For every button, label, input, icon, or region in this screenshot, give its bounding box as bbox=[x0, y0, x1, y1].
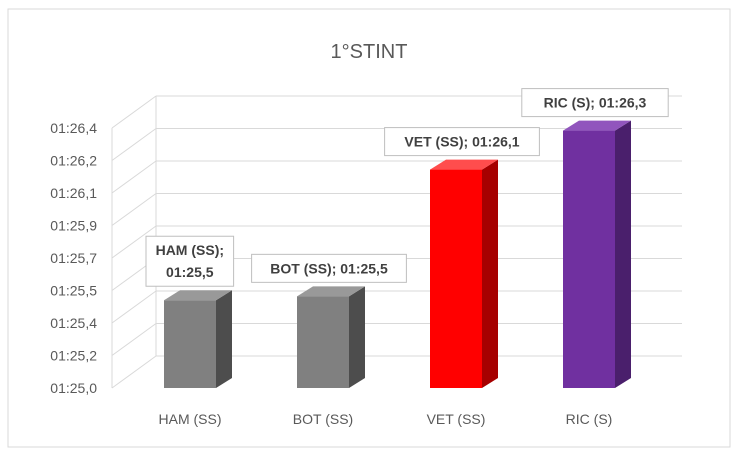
gridline-depth bbox=[111, 160, 157, 194]
bar-top bbox=[297, 286, 365, 297]
data-label-text: 01:25,5 bbox=[166, 264, 214, 280]
bar-side bbox=[615, 120, 631, 388]
bar-side bbox=[482, 159, 498, 388]
y-tick-label: 01:26,4 bbox=[50, 120, 97, 136]
x-tick-label: VET (SS) bbox=[427, 411, 486, 427]
data-label-box bbox=[251, 253, 407, 283]
data-label-text: VET (SS); 01:26,1 bbox=[404, 134, 519, 150]
data-label-box bbox=[521, 88, 669, 118]
bar-side bbox=[216, 290, 232, 388]
bar-front bbox=[563, 130, 615, 388]
data-label-text: RIC (S); 01:26,3 bbox=[544, 95, 647, 111]
gridline-depth bbox=[111, 290, 157, 324]
data-label: BOT (SS); 01:25,5 bbox=[251, 253, 407, 283]
bar bbox=[563, 120, 631, 388]
x-tick-label: BOT (SS) bbox=[293, 411, 353, 427]
data-label: RIC (S); 01:26,3 bbox=[521, 88, 669, 118]
bar-front bbox=[297, 296, 349, 388]
bar-top bbox=[563, 120, 631, 131]
x-tick-label: RIC (S) bbox=[566, 411, 613, 427]
bar-side bbox=[349, 286, 365, 388]
y-tick-label: 01:26,1 bbox=[50, 185, 97, 201]
y-tick-label: 01:25,5 bbox=[50, 282, 97, 298]
gridline-depth bbox=[111, 193, 157, 226]
data-labels: HAM (SS); 01:25,5 BOT (SS); 01:25,5 VET (SS… bbox=[145, 88, 669, 287]
bar-front bbox=[164, 300, 216, 388]
x-axis: HAM (SS) BOT (SS) VET (SS) RIC (S) bbox=[159, 411, 613, 427]
data-label-box bbox=[145, 235, 235, 287]
bar bbox=[430, 159, 498, 388]
y-tick-label: 01:25,4 bbox=[50, 315, 97, 331]
chart-title: 1°STINT bbox=[331, 41, 408, 63]
y-tick-label: 01:26,2 bbox=[50, 152, 97, 168]
data-label-text: BOT (SS); 01:25,5 bbox=[270, 260, 388, 276]
data-label-text: HAM (SS); bbox=[156, 242, 224, 258]
y-tick-label: 01:25,7 bbox=[50, 250, 97, 266]
bar bbox=[164, 290, 232, 388]
y-tick-label: 01:25,0 bbox=[50, 380, 97, 396]
gridline-depth bbox=[111, 225, 157, 259]
bar-front bbox=[430, 169, 482, 388]
data-label: HAM (SS); 01:25,5 bbox=[145, 235, 235, 287]
y-axis: 01:25,0 01:25,2 01:25,4 01:25,5 01:25,7 01:25… bbox=[50, 120, 97, 396]
y-tick-label: 01:25,2 bbox=[50, 347, 97, 363]
data-label-box bbox=[384, 127, 540, 157]
bar-top bbox=[164, 290, 232, 301]
y-tick-label: 01:25,9 bbox=[50, 218, 97, 234]
bar-top bbox=[430, 159, 498, 170]
gridline-depth bbox=[111, 128, 157, 161]
gridline-depth bbox=[111, 323, 157, 356]
gridline-depth bbox=[111, 95, 157, 129]
x-tick-label: HAM (SS) bbox=[159, 411, 222, 427]
bar bbox=[297, 286, 365, 388]
data-label: VET (SS); 01:26,1 bbox=[384, 127, 540, 157]
bars bbox=[164, 120, 631, 388]
gridline-depth bbox=[111, 355, 157, 389]
